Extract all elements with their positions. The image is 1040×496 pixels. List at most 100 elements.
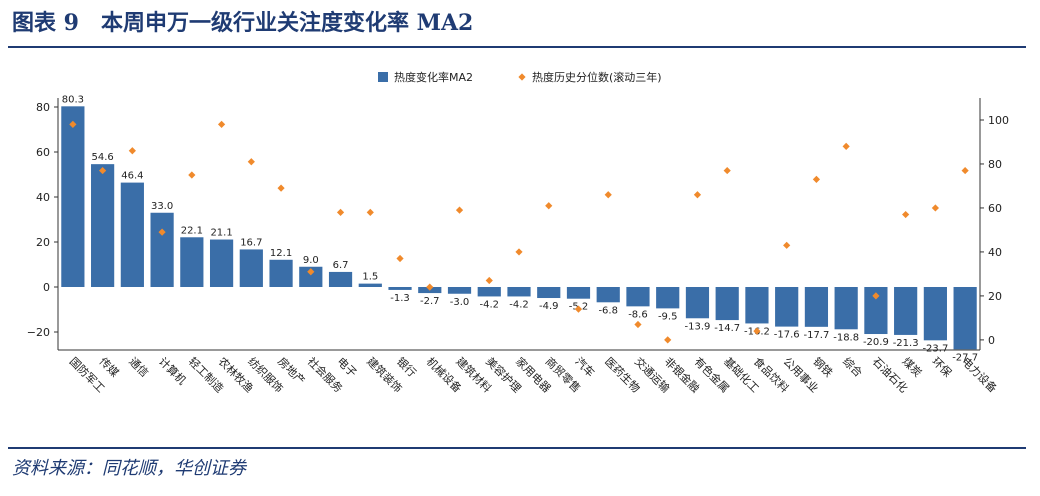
bar-data-label: 33.0 [151,201,173,212]
percentile-marker [217,120,226,128]
bar-data-label: 54.6 [91,152,113,163]
percentile-marker [366,208,374,216]
category-label: 汽车 [572,354,597,379]
category-label: 钢铁 [810,355,835,380]
category-label: 电力设备 [959,354,1000,395]
percentile-marker [842,142,850,150]
bar-data-label: -13.9 [685,321,711,332]
title-rule [8,46,1026,48]
bar [269,259,293,287]
percentile-marker [574,305,583,313]
legend-marker-label: 热度历史分位数(滚动三年) [532,70,662,84]
bar-data-label: 9.0 [303,255,319,266]
bar [804,287,829,327]
bar [388,287,412,290]
percentile-marker [455,206,464,214]
right-axis-tick-label: 40 [988,246,1002,259]
category-label: 计算机 [156,354,189,387]
page-title: 图表 9 本周申万一级行业关注度变化率 MA2 [12,4,473,42]
category-label: 电子 [334,355,359,380]
bar-data-label: 46.4 [121,171,143,182]
left-axis-tick-label: 0 [43,281,50,294]
bar-data-label: -14.7 [714,323,740,334]
legend-bar-label: 热度变化率MA2 [394,70,473,84]
percentile-marker [604,191,612,199]
bar-data-label: -8.6 [628,309,648,320]
bar [328,271,353,287]
bar [685,287,710,319]
bar [656,287,680,309]
bar-data-label: -6.8 [598,305,618,316]
bar [745,287,769,324]
percentile-marker [396,254,404,263]
bar-data-label: -3.0 [450,297,470,308]
bar-data-label: 1.5 [362,272,378,283]
bar-data-label: -2.7 [420,296,440,307]
bar-data-label: -27.7 [952,352,978,363]
bar [358,283,382,287]
legend-marker-swatch [518,73,526,81]
bar-data-label: -20.9 [863,337,889,348]
legend-bar-swatch [378,72,388,82]
bar-data-label: 21.1 [210,228,232,239]
category-label: 煤炭 [900,355,925,380]
bar [239,249,263,287]
bar [537,287,561,299]
bar-data-label: -21.3 [893,338,919,349]
category-label: 通信 [126,355,151,380]
percentile-marker [515,248,523,256]
right-axis-tick-label: 80 [988,158,1002,171]
bar-data-label: -23.7 [922,343,948,354]
percentile-marker [902,210,910,219]
bar [715,287,739,321]
percentile-marker [188,171,196,179]
bar [477,287,501,297]
bar [120,182,144,287]
bar-data-label: 16.7 [240,237,262,248]
bar [150,212,174,287]
bar-data-label: -17.6 [774,330,800,341]
percentile-marker [158,228,166,236]
bar [596,287,620,303]
left-axis-tick-label: −20 [27,326,50,339]
percentile-marker [128,147,136,155]
bar [923,287,947,341]
percentile-marker [931,204,939,212]
chart: −20 0 20 40 60 80 0 20 40 60 80 100 80.3 54.6 46.4 33.0… [27,70,1009,395]
right-axis-tick-label: 60 [988,202,1002,215]
bar-data-label: 80.3 [62,94,84,105]
bar-data-label: -4.9 [539,301,559,312]
bar [834,287,858,330]
bar [180,237,204,287]
category-label: 银行 [394,354,419,379]
bar [91,164,115,287]
bar-data-label: 6.7 [333,260,349,271]
right-axis-tick-label: 0 [988,334,995,347]
bar [626,287,650,307]
percentile-marker [247,158,255,166]
right-axis-tick-label: 100 [988,114,1009,127]
category-label: 综合 [840,354,865,379]
right-axis-tick-label: 20 [988,290,1002,303]
footer-rule [8,447,1026,449]
figure-number: 图表 9 [12,10,79,36]
bar-data-label: -17.7 [803,330,829,341]
percentile-marker [307,268,315,276]
bar [566,287,591,299]
percentile-marker [277,184,285,192]
percentile-marker [69,120,77,128]
figure-title: 本周申万一级行业关注度变化率 MA2 [100,10,474,36]
bar [209,239,234,287]
percentile-marker [634,320,642,329]
bar [775,287,799,327]
bar-data-label: -1.3 [390,293,410,304]
bar [507,287,531,297]
percentile-marker [872,292,880,300]
percentile-marker [426,283,434,291]
percentile-marker [961,166,969,175]
bar-data-label: -4.2 [509,299,529,310]
category-label: 环保 [929,354,954,379]
percentile-marker [753,327,761,335]
bar [894,287,918,335]
left-axis-tick-label: 60 [36,146,50,159]
